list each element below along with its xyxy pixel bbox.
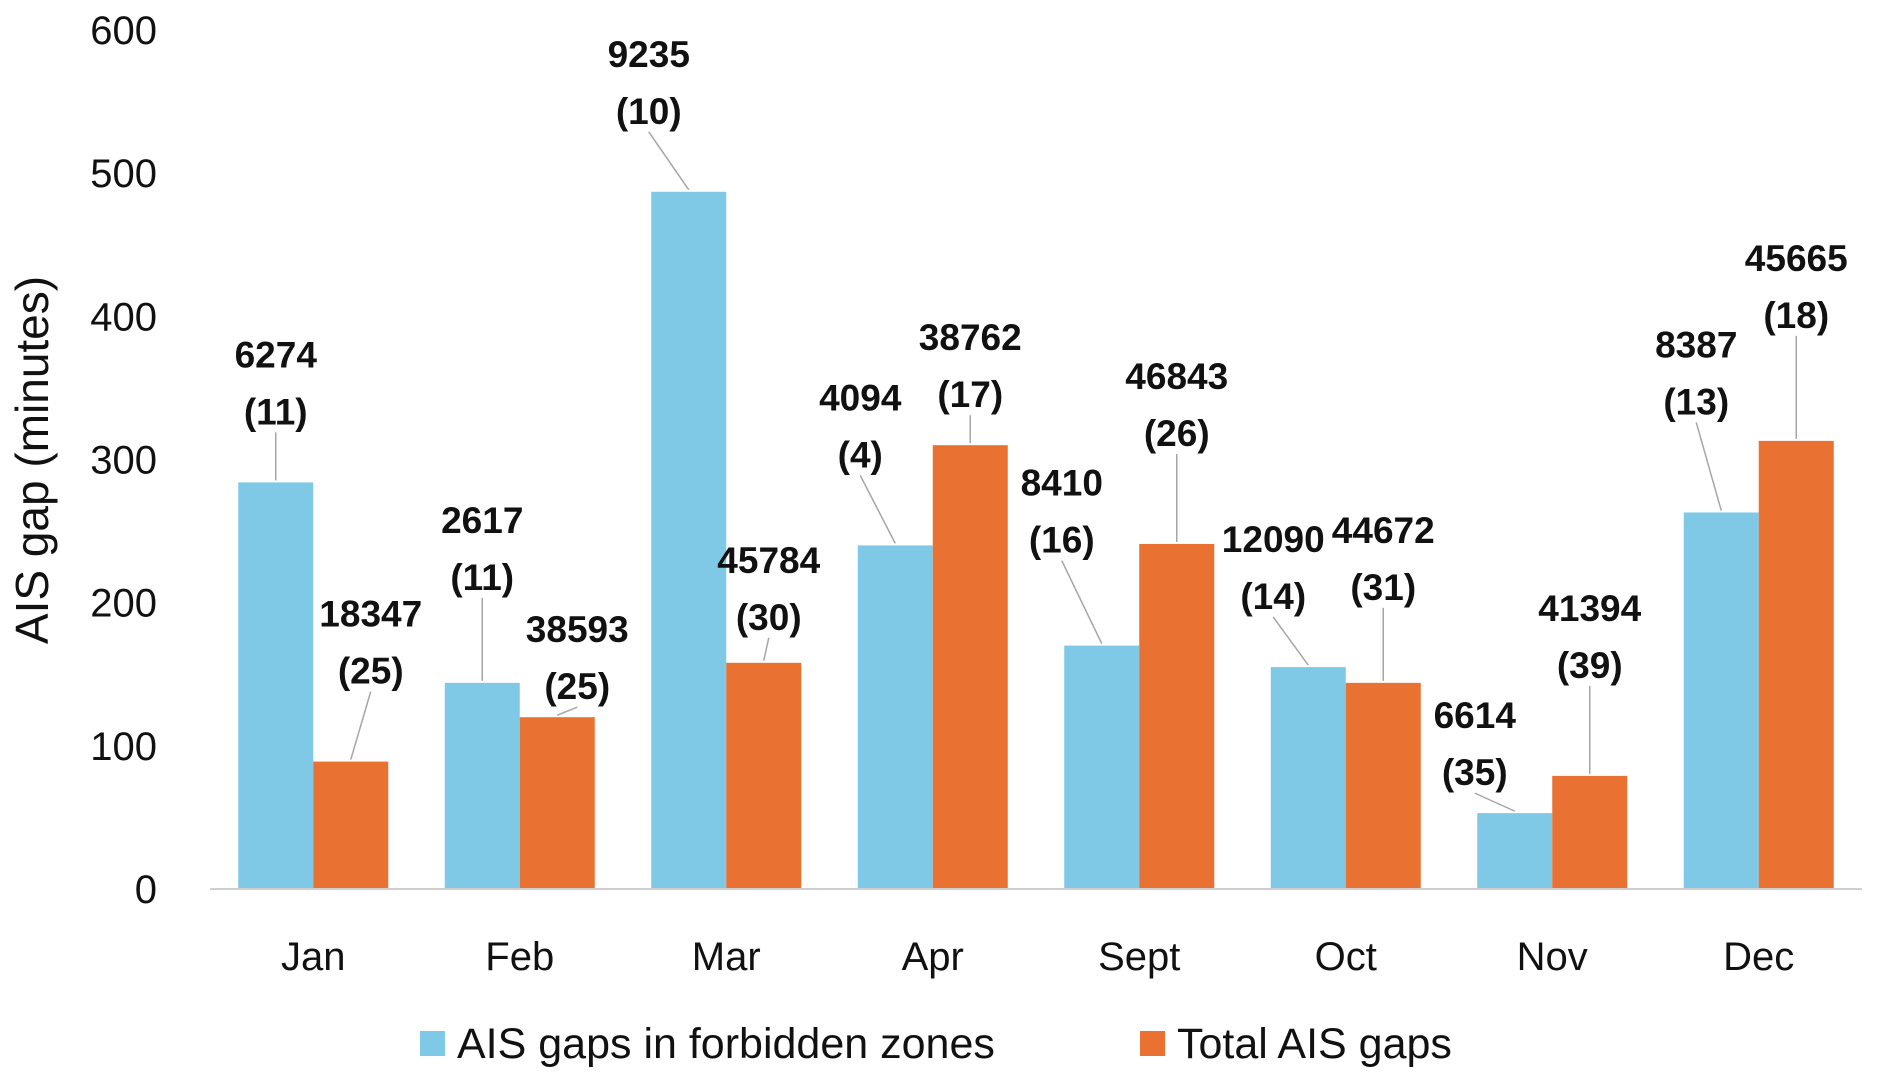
bar	[726, 662, 802, 889]
data-label-count: 38593	[526, 609, 629, 650]
data-label-vessels: (18)	[1763, 295, 1829, 336]
y-axis-label: AIS gap (minutes)	[6, 276, 58, 644]
bar	[1477, 813, 1553, 889]
data-label-vessels: (39)	[1557, 645, 1623, 686]
bar	[519, 717, 595, 889]
bar	[1345, 682, 1421, 889]
y-tick-label: 0	[135, 868, 157, 912]
legend-label: Total AIS gaps	[1177, 1020, 1452, 1068]
bar	[651, 191, 727, 890]
data-label-vessels: (17)	[937, 374, 1003, 415]
bar	[857, 545, 933, 889]
bar	[1552, 775, 1628, 889]
data-label-count: 44672	[1332, 510, 1435, 551]
data-label-vessels: (16)	[1029, 520, 1095, 561]
y-tick-label: 500	[90, 152, 157, 196]
x-tick-label: Apr	[902, 935, 964, 979]
y-tick-label: 200	[90, 582, 157, 626]
bar	[313, 761, 389, 889]
x-tick-label: Dec	[1723, 935, 1794, 979]
data-label-count: 41394	[1538, 588, 1641, 629]
leader-line	[648, 131, 690, 191]
data-label-count: 12090	[1222, 519, 1325, 560]
data-label-count: 6274	[235, 334, 318, 375]
y-axis-ticks: 0 100 200 300 400 500 600	[90, 9, 157, 912]
data-label-vessels: (11)	[244, 391, 308, 432]
data-label-count: 8387	[1655, 324, 1737, 365]
data-label-vessels: (4)	[838, 434, 883, 475]
data-label-count: 45665	[1745, 238, 1848, 279]
data-label-count: 2617	[441, 500, 523, 541]
legend: AIS gaps in forbidden zones Total AIS gap…	[420, 1020, 1452, 1068]
data-label-vessels: (11)	[450, 557, 514, 598]
data-label-vessels: (25)	[544, 666, 610, 707]
leader-line	[1061, 560, 1103, 644]
x-tick-label: Oct	[1315, 935, 1377, 979]
x-tick-label: Nov	[1517, 935, 1588, 979]
bar	[932, 445, 1008, 889]
x-tick-label: Mar	[692, 935, 761, 979]
label-leader-lines	[275, 131, 1797, 812]
x-tick-label: Feb	[485, 935, 554, 979]
data-labels: 6274 (11) 2617 (11) 9235 (10) 4094 (4) 8410 (16) 1…	[235, 34, 1848, 793]
legend-swatch	[420, 1031, 445, 1056]
bar	[238, 482, 314, 889]
bar	[444, 682, 520, 889]
legend-swatch	[1140, 1031, 1165, 1056]
leader-line	[1272, 616, 1309, 666]
leader-line	[556, 706, 578, 716]
data-label-count: 46843	[1125, 356, 1228, 397]
leader-line	[1474, 792, 1516, 812]
leader-line	[1695, 422, 1722, 511]
bar	[1758, 440, 1834, 889]
bars	[238, 191, 1834, 890]
leader-line	[350, 691, 372, 760]
data-label-vessels: (25)	[338, 651, 404, 692]
data-label-count: 38762	[919, 317, 1022, 358]
data-label-count: 45784	[717, 540, 820, 581]
data-label-count: 18347	[319, 594, 422, 635]
data-label-vessels: (35)	[1442, 752, 1508, 793]
leader-line	[763, 637, 770, 661]
data-label-vessels: (31)	[1350, 567, 1416, 608]
data-label-vessels: (10)	[616, 91, 682, 132]
bar	[1139, 543, 1215, 889]
x-axis-ticks: Jan Feb Mar Apr Sept Oct Nov Dec	[281, 935, 1794, 979]
y-tick-label: 100	[90, 725, 157, 769]
legend-label: AIS gaps in forbidden zones	[457, 1020, 995, 1068]
leader-line	[859, 475, 896, 544]
data-label-vessels: (13)	[1663, 381, 1729, 422]
data-label-count: 8410	[1021, 463, 1103, 504]
bar	[1270, 667, 1346, 889]
data-label-vessels: (14)	[1240, 576, 1306, 617]
x-tick-label: Jan	[281, 935, 346, 979]
bar	[1064, 645, 1140, 889]
data-label-count: 4094	[819, 377, 902, 418]
x-tick-label: Sept	[1098, 935, 1180, 979]
data-label-count: 9235	[608, 34, 690, 75]
y-tick-label: 300	[90, 439, 157, 483]
y-tick-label: 400	[90, 295, 157, 339]
bar	[1683, 512, 1759, 889]
data-label-count: 6614	[1434, 695, 1517, 736]
y-tick-label: 600	[90, 9, 157, 53]
data-label-vessels: (30)	[736, 597, 802, 638]
data-label-vessels: (26)	[1144, 413, 1210, 454]
